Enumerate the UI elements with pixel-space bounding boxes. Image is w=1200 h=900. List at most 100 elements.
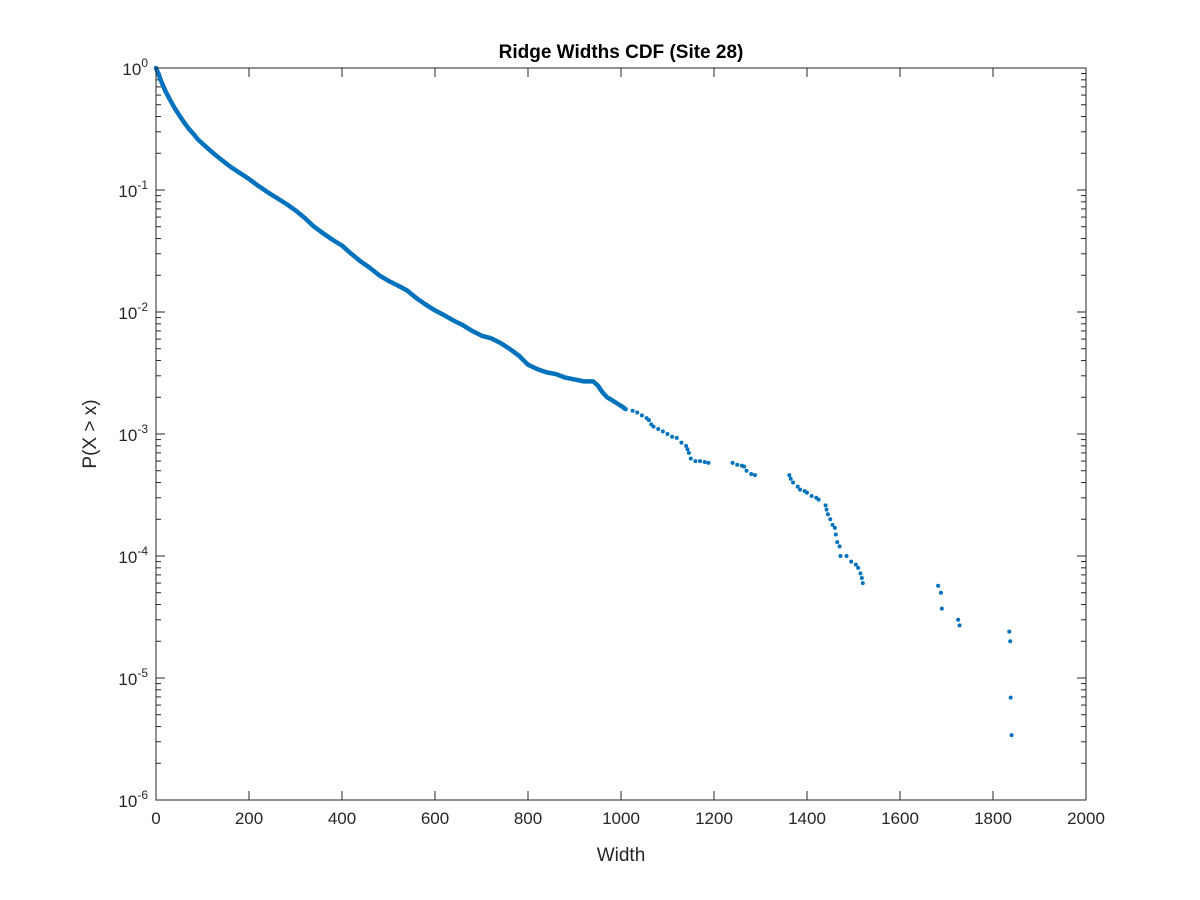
y-tick-label: 100 bbox=[122, 56, 148, 79]
data-point bbox=[830, 522, 835, 527]
y-tick-exponent: 0 bbox=[141, 56, 148, 70]
data-point bbox=[684, 443, 689, 448]
y-tick-base: 10 bbox=[118, 548, 137, 567]
data-point bbox=[742, 464, 747, 469]
data-point bbox=[825, 512, 830, 517]
data-point bbox=[693, 459, 698, 464]
data-point bbox=[688, 456, 693, 461]
data-point bbox=[838, 554, 843, 558]
y-tick-exponent: -6 bbox=[137, 788, 148, 802]
data-point bbox=[744, 468, 749, 473]
data-point bbox=[735, 462, 740, 467]
y-tick-label: 10-2 bbox=[118, 300, 148, 323]
data-point bbox=[752, 473, 757, 478]
data-point bbox=[660, 429, 665, 434]
data-point bbox=[849, 559, 854, 564]
y-tick-label: 10-1 bbox=[118, 178, 148, 201]
x-tick-labels: 0 200 400 600 800 1000 1200 1400 1600 1800 2000 bbox=[151, 809, 1105, 828]
x-tick-label: 200 bbox=[235, 809, 263, 828]
y-tick-label: 10-6 bbox=[118, 788, 148, 811]
data-point bbox=[938, 590, 943, 595]
data-point bbox=[1008, 695, 1013, 700]
data-point bbox=[823, 503, 828, 508]
cdf-dense-curve bbox=[153, 65, 628, 412]
data-point bbox=[670, 434, 675, 439]
data-point bbox=[939, 606, 944, 611]
data-point bbox=[832, 525, 837, 530]
data-point bbox=[698, 459, 703, 464]
y-tick-base: 10 bbox=[118, 426, 137, 445]
data-point bbox=[686, 450, 691, 455]
x-tick-label: 0 bbox=[151, 809, 160, 828]
x-tick-label: 600 bbox=[421, 809, 449, 828]
data-point bbox=[835, 540, 840, 545]
y-tick-exponent: -5 bbox=[137, 666, 148, 680]
x-tick-label: 1600 bbox=[881, 809, 919, 828]
x-tick-label: 400 bbox=[328, 809, 356, 828]
data-point bbox=[858, 571, 863, 576]
data-point bbox=[1008, 639, 1013, 644]
data-point bbox=[828, 517, 833, 522]
data-point bbox=[798, 487, 803, 492]
y-tick-base: 10 bbox=[118, 304, 137, 323]
y-tick-exponent: -1 bbox=[137, 178, 148, 192]
data-point bbox=[749, 472, 754, 476]
data-point bbox=[809, 494, 814, 499]
y-tick-label: 10-5 bbox=[118, 666, 148, 689]
data-point bbox=[646, 418, 651, 423]
data-points bbox=[153, 65, 1014, 738]
data-point bbox=[844, 554, 849, 558]
data-point bbox=[702, 459, 707, 464]
data-point bbox=[639, 413, 644, 418]
data-point bbox=[936, 583, 941, 588]
x-axis-label: Width bbox=[597, 845, 646, 866]
y-tick-exponent: -4 bbox=[137, 544, 148, 558]
data-point bbox=[1009, 733, 1014, 738]
y-tick-base: 10 bbox=[118, 792, 137, 811]
data-point bbox=[956, 617, 961, 622]
data-point bbox=[860, 581, 865, 586]
data-point bbox=[706, 460, 711, 465]
data-point bbox=[859, 576, 864, 581]
chart-title: Ridge Widths CDF (Site 28) bbox=[499, 42, 744, 63]
x-tick-label: 1000 bbox=[602, 809, 640, 828]
data-point bbox=[853, 562, 858, 567]
data-point bbox=[816, 497, 821, 502]
y-tick-exponent: -3 bbox=[137, 422, 148, 436]
data-point bbox=[674, 435, 679, 440]
x-tick-label: 800 bbox=[514, 809, 542, 828]
y-tick-base: 10 bbox=[122, 60, 141, 79]
data-point bbox=[788, 476, 793, 481]
y-tick-base: 10 bbox=[118, 182, 137, 201]
plot-area bbox=[156, 68, 1086, 800]
y-tick-base: 10 bbox=[118, 670, 137, 689]
y-tick-label: 10-3 bbox=[118, 422, 148, 445]
y-tick-label: 10-4 bbox=[118, 544, 148, 567]
y-axis-label: P(X > x) bbox=[80, 399, 101, 468]
data-point bbox=[665, 432, 670, 436]
data-point bbox=[787, 473, 792, 478]
x-tick-label: 1400 bbox=[788, 809, 826, 828]
data-point bbox=[656, 426, 661, 431]
data-point bbox=[685, 447, 690, 452]
data-point bbox=[805, 490, 809, 495]
x-tick-label: 1200 bbox=[695, 809, 733, 828]
data-point bbox=[651, 424, 656, 429]
data-point bbox=[824, 507, 829, 512]
data-point bbox=[730, 460, 735, 465]
plot-frame bbox=[155, 67, 1087, 801]
y-tick-exponent: -2 bbox=[137, 300, 148, 314]
data-point bbox=[679, 440, 684, 445]
x-tick-label: 1800 bbox=[974, 809, 1012, 828]
data-point bbox=[630, 408, 635, 413]
data-point bbox=[856, 565, 861, 570]
data-point bbox=[791, 480, 796, 485]
data-point bbox=[833, 532, 838, 537]
data-point bbox=[635, 410, 640, 415]
data-point bbox=[795, 484, 800, 489]
data-point bbox=[837, 544, 842, 549]
data-point bbox=[957, 623, 962, 628]
